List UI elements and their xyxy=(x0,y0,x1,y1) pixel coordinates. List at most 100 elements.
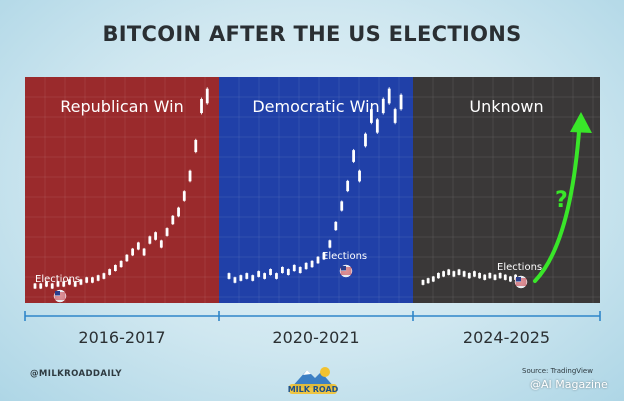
period-label: Republican Win xyxy=(60,97,183,116)
elections-label: Elections xyxy=(35,274,80,285)
candle xyxy=(165,228,169,236)
candle xyxy=(56,281,60,287)
candle xyxy=(33,283,37,289)
candle xyxy=(91,277,94,283)
candle xyxy=(233,277,237,283)
candle xyxy=(45,281,48,287)
period-panel-1: Republican Win Elections xyxy=(25,77,219,303)
logo-text: MILK ROAD xyxy=(288,385,339,394)
candle xyxy=(387,88,391,104)
source-label: Source: TradingView xyxy=(522,367,593,375)
candle xyxy=(205,88,209,104)
candle xyxy=(457,269,461,275)
arrow-head-icon xyxy=(570,112,592,133)
candle xyxy=(498,272,502,279)
candle xyxy=(292,264,296,272)
candle xyxy=(304,262,308,270)
candle xyxy=(269,269,272,275)
period-label: Democratic Win xyxy=(252,97,379,116)
candle xyxy=(182,191,186,201)
candle xyxy=(431,276,435,282)
candle xyxy=(340,201,344,211)
candle xyxy=(514,274,517,280)
candle xyxy=(393,109,397,123)
candle xyxy=(171,215,175,225)
candle xyxy=(364,133,367,147)
candle xyxy=(437,272,440,279)
candle xyxy=(200,98,203,114)
candle xyxy=(467,272,471,279)
candle xyxy=(62,281,66,287)
candle xyxy=(281,266,284,274)
candle xyxy=(442,271,445,277)
us-flag-icon xyxy=(53,289,67,303)
candle xyxy=(119,260,123,268)
candle xyxy=(125,254,129,262)
candle xyxy=(421,279,425,285)
candle xyxy=(275,273,278,279)
candle xyxy=(148,236,152,244)
candle xyxy=(194,139,198,153)
candle xyxy=(50,283,54,289)
candle xyxy=(426,278,430,284)
candle xyxy=(358,170,361,182)
milk-road-logo: MILK ROAD xyxy=(288,367,339,394)
candle xyxy=(286,269,290,275)
candle xyxy=(257,271,261,277)
candle xyxy=(478,272,481,279)
candle xyxy=(375,119,379,133)
candle xyxy=(310,260,314,268)
candle xyxy=(334,221,338,231)
candle xyxy=(503,274,507,280)
period-label: Unknown xyxy=(469,97,543,116)
candle xyxy=(346,180,350,192)
period-range-label: 2024-2025 xyxy=(463,328,550,347)
elections-label: Elections xyxy=(497,262,542,273)
candle xyxy=(227,273,231,279)
us-flag-icon xyxy=(514,275,528,289)
candle xyxy=(159,240,163,248)
candle xyxy=(493,274,497,280)
candle xyxy=(381,98,385,114)
candle xyxy=(370,109,373,123)
period-range-label: 2020-2021 xyxy=(272,328,359,347)
candle xyxy=(328,240,332,248)
candle xyxy=(298,266,302,274)
chart-title: BITCOIN AFTER THE US ELECTIONS xyxy=(102,22,522,46)
candle xyxy=(483,274,487,280)
candle xyxy=(509,276,512,282)
period-panel-3: Unknown Elections? xyxy=(413,77,600,303)
candle xyxy=(316,256,320,264)
elections-label: Elections xyxy=(322,251,367,262)
candle xyxy=(39,283,43,289)
up-arrow-icon xyxy=(533,116,582,283)
candle xyxy=(263,273,266,279)
candle xyxy=(85,277,89,283)
candle xyxy=(136,242,140,250)
candle xyxy=(79,279,83,285)
candle xyxy=(108,269,112,275)
candle xyxy=(239,275,243,281)
period-panel-2: Democratic Win Elections xyxy=(219,77,413,303)
candle xyxy=(102,273,106,279)
us-flag-icon xyxy=(339,264,353,278)
candle xyxy=(68,279,71,285)
candle xyxy=(473,271,476,277)
candle xyxy=(142,248,146,256)
candle xyxy=(322,252,326,260)
period-range-label: 2016-2017 xyxy=(78,328,165,347)
candle xyxy=(352,150,355,162)
candle xyxy=(488,272,492,279)
candle xyxy=(452,271,456,277)
candle xyxy=(447,269,451,275)
candle xyxy=(131,248,135,256)
candle xyxy=(113,265,117,271)
candle xyxy=(96,275,100,281)
period-background xyxy=(219,77,413,303)
candle xyxy=(177,207,180,217)
candle xyxy=(73,281,77,287)
candle xyxy=(154,232,157,240)
candle xyxy=(462,271,466,277)
period-background xyxy=(413,77,600,303)
